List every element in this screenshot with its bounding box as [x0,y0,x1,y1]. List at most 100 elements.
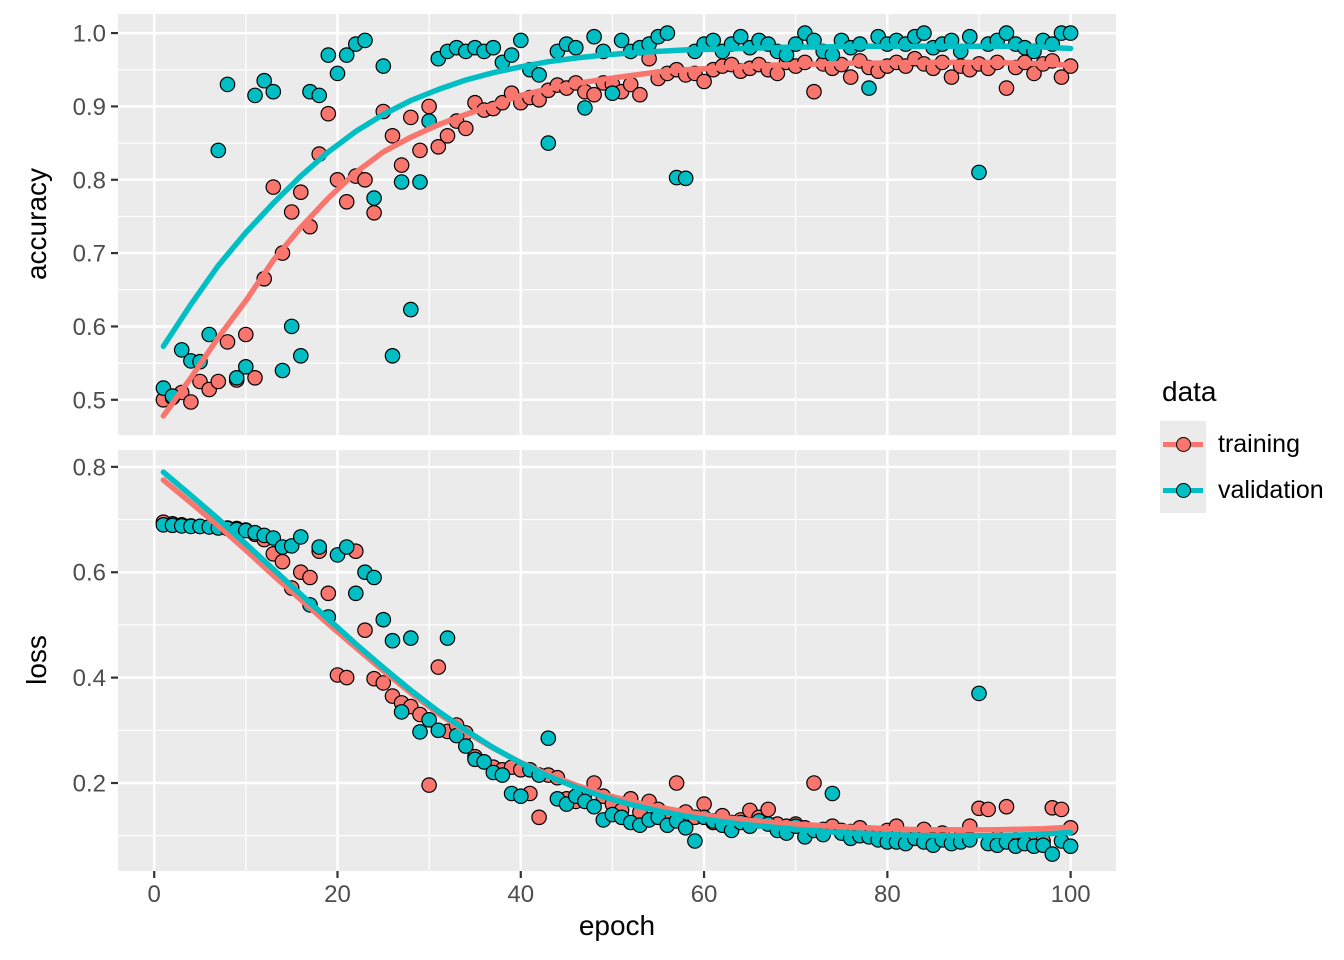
data-point [357,622,373,638]
data-point [375,675,392,691]
data-point [677,170,694,187]
data-point [311,539,327,555]
data-point [393,174,410,190]
data-point [503,47,520,63]
data-point [393,157,410,173]
data-point [577,100,593,116]
data-point [586,86,602,103]
data-point [971,164,987,181]
data-point [1062,25,1079,41]
data-point [366,569,382,586]
data-point [485,39,502,56]
legend-key-validation [1160,467,1206,513]
data-point [320,47,337,63]
data-point [357,172,373,188]
data-point [201,326,217,343]
y-axis-title-accuracy: accuracy [21,167,52,281]
data-point [173,342,190,358]
data-point [668,775,685,791]
y-tick-label: 0.4 [73,665,106,692]
legend-title: data [1162,376,1217,407]
data-point [512,788,529,804]
data-point [393,704,410,720]
data-point [421,711,437,728]
x-tick-label: 80 [874,881,901,908]
x-tick-label: 100 [1051,881,1091,908]
data-point [311,87,327,104]
validation-smooth-line-loss [160,469,1074,839]
x-axis: 0 20 40 60 80 100 [148,871,1091,908]
data-point [998,25,1015,41]
y-tick-label: 0.7 [73,241,106,268]
data-point [283,204,300,220]
y-tick-label: 1.0 [73,21,106,48]
validation-smooth-line-accuracy [160,43,1074,350]
data-point [320,105,337,122]
data-point [292,529,309,545]
x-tick-label: 20 [324,881,351,908]
data-point [1062,838,1079,854]
data-point [1053,801,1070,818]
data-point [439,128,456,144]
data-point [540,135,557,151]
x-tick-label: 40 [507,881,534,908]
data-point [402,630,419,646]
data-point [531,67,547,83]
data-point [540,730,557,746]
data-point [402,109,419,126]
data-point [338,539,355,555]
data-point [430,659,447,675]
data-point [1053,69,1070,85]
data-point [421,98,437,115]
data-point [338,669,355,686]
data-point [732,28,749,45]
data-point [219,76,236,93]
data-point [357,32,373,49]
data-point [375,58,392,74]
data-point [292,184,309,200]
data-point [210,142,227,159]
data-point [806,83,822,100]
y-axis-title-loss: loss [21,635,52,685]
data-point [1044,846,1061,862]
data-point [659,25,676,41]
data-point [512,32,529,49]
data-point [998,798,1015,815]
data-point [219,334,236,350]
data-point [183,394,199,410]
data-point [329,65,346,82]
data-point [265,179,282,195]
loss-major-gridlines [118,450,1116,871]
data-point [457,738,474,754]
data-point [430,722,447,739]
accuracy-panel: 0.5 0.6 0.7 0.8 0.9 1.0 [73,14,1116,435]
data-point [412,142,428,159]
data-point [347,585,364,602]
training-smooth-line-accuracy [160,59,1074,419]
data-point [696,796,712,812]
data-point [375,611,392,628]
data-point [338,194,355,210]
y-tick-label: 0.8 [73,454,106,481]
legend-point-icon [1175,436,1191,452]
data-point [998,80,1015,96]
data-point [384,347,401,364]
data-point [320,585,337,602]
y-tick-label: 0.2 [73,771,106,798]
accuracy-y-axis: 0.5 0.6 0.7 0.8 0.9 1.0 [73,21,118,414]
data-point [366,205,382,221]
data-point [274,362,291,379]
data-point [586,28,602,45]
data-point [238,358,254,375]
data-point [494,767,511,783]
x-tick-label: 0 [148,881,161,908]
data-point [971,685,987,702]
data-point [824,47,841,63]
data-point [806,775,822,791]
x-tick-label: 60 [691,881,718,908]
data-point [402,301,419,318]
data-point [283,318,300,335]
data-point [677,819,694,836]
data-point [366,190,382,206]
